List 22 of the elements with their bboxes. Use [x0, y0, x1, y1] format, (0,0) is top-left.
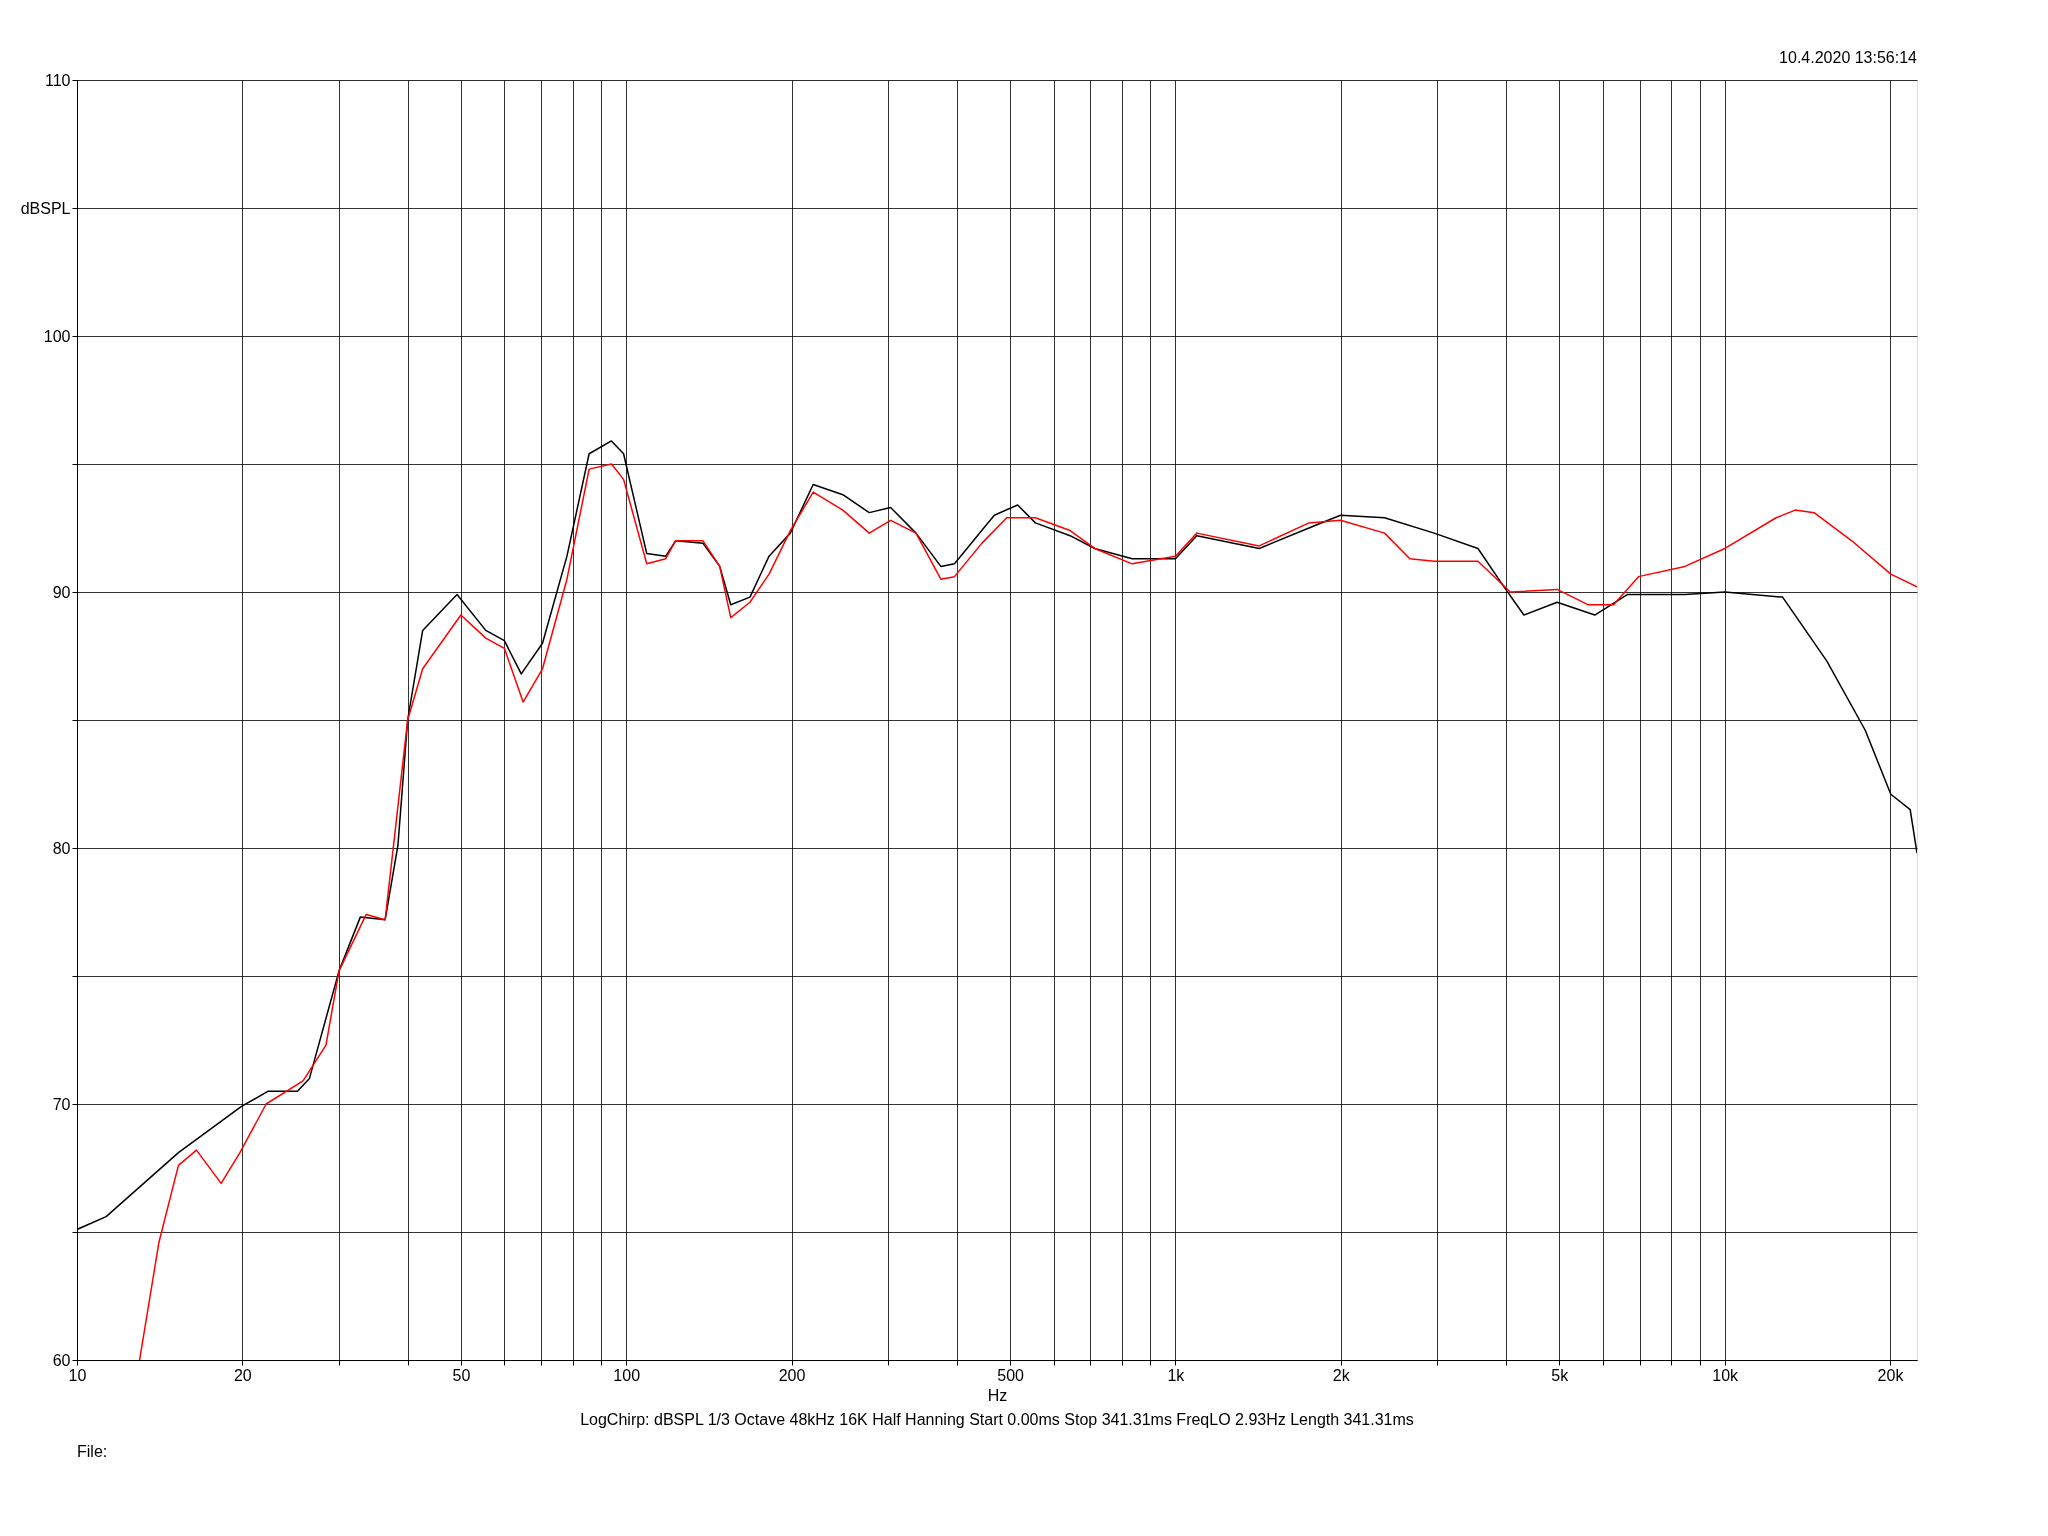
y-tick-label: 110 — [44, 71, 71, 89]
y-tick-label: 80 — [52, 839, 71, 857]
x-axis-title: Hz — [987, 1386, 1008, 1404]
x-tick-label: 20 — [233, 1366, 252, 1384]
x-tick-label: 500 — [997, 1366, 1025, 1384]
x-tick-label: 10 — [68, 1366, 87, 1384]
x-tick-label: 2k — [1332, 1366, 1351, 1384]
y-tick-label: dBSPL — [20, 199, 71, 217]
y-tick-label: 100 — [43, 327, 71, 345]
y-tick-label: 60 — [52, 1351, 71, 1369]
x-tick-label: 5k — [1551, 1366, 1570, 1384]
y-tick-label: 90 — [52, 583, 71, 601]
x-tick-label: 100 — [613, 1366, 641, 1384]
text: 10.4.2020 13:56:14 — [1779, 49, 1918, 66]
x-tick-label: 50 — [452, 1366, 471, 1384]
text: File: — [77, 1443, 108, 1460]
x-tick-label: 1k — [1167, 1366, 1186, 1384]
y-tick-label: 70 — [52, 1095, 71, 1113]
x-tick-label: 20k — [1877, 1366, 1905, 1384]
x-tick-label: 200 — [778, 1366, 806, 1384]
x-tick-label: 10k — [1712, 1366, 1740, 1384]
text: LogChirp: dBSPL 1/3 Octave 48kHz 16K Half Hanning Start 0.00ms Stop 341.31ms FreqLO 2.93Hz Length 341.31ms — [580, 1411, 1414, 1428]
